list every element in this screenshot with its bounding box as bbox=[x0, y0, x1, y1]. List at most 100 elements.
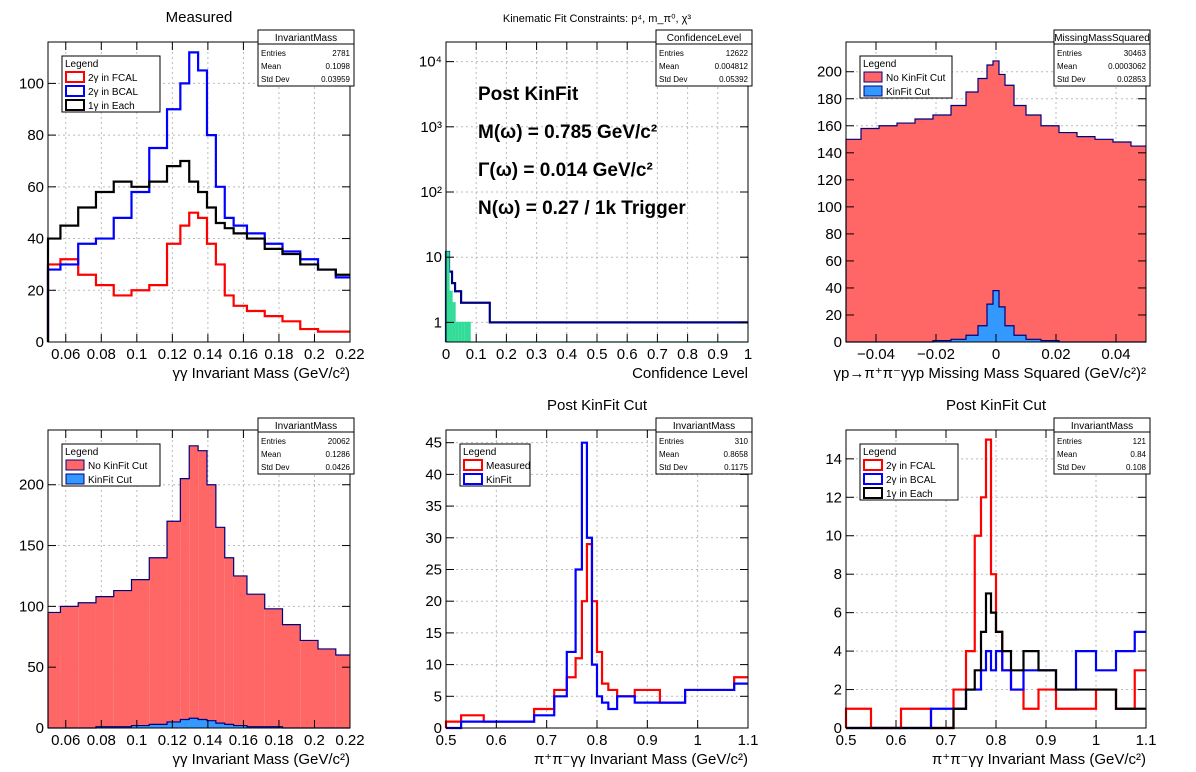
histogram-bar bbox=[335, 655, 350, 728]
stats-entries-label: Entries bbox=[1057, 49, 1082, 58]
stats-std: 0.05392 bbox=[719, 75, 748, 84]
x-tick-label: 0.22 bbox=[335, 732, 364, 749]
histogram-bar bbox=[198, 719, 207, 728]
histogram-bar bbox=[1014, 335, 1026, 342]
chart-title: Post KinFit Cut bbox=[946, 397, 1047, 414]
chart-title: Measured bbox=[166, 9, 233, 26]
x-tick-label: 0.1 bbox=[126, 346, 147, 363]
x-tick-label: 0.14 bbox=[193, 732, 222, 749]
histogram-bar bbox=[264, 608, 283, 728]
x-tick-label: 0.5 bbox=[836, 732, 857, 749]
legend: Legend 2γ in FCAL 2γ in BCAL 1γ in Each bbox=[859, 443, 959, 501]
series-outline bbox=[48, 717, 350, 729]
stats-name: MissingMassSquared bbox=[1054, 33, 1150, 44]
histogram-bar bbox=[1113, 142, 1131, 342]
series-line bbox=[46, 159, 350, 342]
stats-frame bbox=[655, 417, 753, 475]
stats-entries-label: Entries bbox=[659, 437, 684, 446]
histogram-bar bbox=[215, 527, 225, 728]
stats-frame bbox=[1053, 29, 1151, 87]
y-tick-label: 40 bbox=[27, 231, 44, 248]
stats-std-label: Std Dev bbox=[1057, 463, 1085, 472]
legend: Legend No KinFit Cut KinFit Cut bbox=[859, 55, 953, 99]
histogram-bar bbox=[933, 340, 951, 342]
histogram-bar bbox=[461, 322, 465, 342]
legend-swatch bbox=[863, 85, 883, 97]
x-axis-label: π⁺π⁻γγ Invariant Mass (GeV/c²) bbox=[534, 751, 748, 768]
y-tick-label: 160 bbox=[817, 118, 842, 135]
stats-mean: 0.8658 bbox=[724, 450, 749, 459]
annotation-text: Γ(ω) = 0.014 GeV/c² bbox=[478, 160, 653, 181]
legend-swatch bbox=[863, 487, 883, 499]
legend-label: 2γ in FCAL bbox=[886, 461, 936, 472]
stats-entries-label: Entries bbox=[261, 49, 286, 58]
histogram-bar bbox=[915, 119, 933, 342]
y-tick-label: 100 bbox=[817, 199, 842, 216]
histogram-bar bbox=[167, 521, 181, 728]
y-tick-label: 10 bbox=[825, 528, 842, 545]
x-tick-label: 0.1 bbox=[466, 346, 487, 363]
histogram-bar bbox=[951, 339, 966, 342]
y-tick-label: 180 bbox=[817, 91, 842, 108]
stats-entries: 121 bbox=[1133, 437, 1147, 446]
histogram-bar bbox=[206, 720, 216, 728]
series-outline bbox=[47, 445, 350, 728]
series-line bbox=[446, 441, 748, 730]
stats-name: InvariantMass bbox=[275, 33, 337, 44]
x-tick-label: 1 bbox=[693, 732, 701, 749]
legend-label: KinFit Cut bbox=[88, 475, 132, 486]
histogram-bar bbox=[78, 602, 96, 728]
legend-label: 2γ in BCAL bbox=[88, 87, 138, 98]
x-tick-label: 0.18 bbox=[264, 346, 293, 363]
x-tick-label: 0.8 bbox=[986, 732, 1007, 749]
x-tick-label: 0.2 bbox=[304, 346, 325, 363]
histogram-bar bbox=[1005, 325, 1014, 342]
legend-swatch bbox=[65, 99, 85, 111]
x-tick-label: 0.9 bbox=[1036, 732, 1057, 749]
y-tick-label: 6 bbox=[834, 605, 842, 622]
stats-frame bbox=[257, 417, 355, 475]
histogram-bar bbox=[264, 726, 283, 728]
y-tick-label: 20 bbox=[425, 593, 442, 610]
stats-box: MissingMassSquared Entries 30463 Mean 0.0003… bbox=[1053, 29, 1151, 87]
histogram-bar bbox=[113, 590, 132, 728]
histogram-bar bbox=[458, 322, 462, 342]
histogram-bar bbox=[131, 579, 150, 728]
y-tick-label: 10 bbox=[425, 249, 442, 266]
x-tick-label: 0.9 bbox=[707, 346, 728, 363]
stats-mean-label: Mean bbox=[659, 62, 679, 71]
x-tick-label: −0.02 bbox=[917, 346, 955, 363]
y-tick-label: 60 bbox=[27, 179, 44, 196]
stats-box: ConfidenceLevel Entries 12622 Mean 0.004812 S… bbox=[655, 29, 753, 87]
stats-std-label: Std Dev bbox=[1057, 75, 1085, 84]
histogram-bar bbox=[966, 335, 978, 342]
histogram-bar bbox=[48, 612, 61, 728]
y-tick-label: 50 bbox=[27, 659, 44, 676]
legend-swatch bbox=[863, 459, 883, 471]
x-tick-label: 1.1 bbox=[738, 732, 759, 749]
legend-label: 2γ in BCAL bbox=[886, 475, 936, 486]
y-tick-label: 12 bbox=[825, 489, 842, 506]
histogram-bar bbox=[987, 64, 993, 343]
histogram-bar bbox=[318, 648, 336, 728]
y-tick-label: 200 bbox=[19, 477, 44, 494]
stats-mean-label: Mean bbox=[1057, 62, 1077, 71]
histogram-bar bbox=[113, 726, 132, 728]
histogram-bar bbox=[233, 725, 247, 728]
legend-swatch bbox=[863, 473, 883, 485]
y-tick-label: 14 bbox=[825, 451, 842, 468]
x-tick-label: 0.3 bbox=[526, 346, 547, 363]
histogram-bar bbox=[198, 450, 207, 728]
legend: Legend No KinFit Cut KinFit Cut bbox=[61, 443, 161, 487]
annotation-text: N(ω) = 0.27 / 1k Trigger bbox=[478, 198, 686, 219]
x-tick-label: 1.1 bbox=[1136, 732, 1157, 749]
chart-panel-3: −0.04 −0.02 0 0.02 0.04 0 20 40 60 80 100 120 140 160… bbox=[817, 29, 1151, 382]
x-tick-label: 0.6 bbox=[486, 732, 507, 749]
y-tick-label: 2 bbox=[834, 682, 842, 699]
x-tick-label: 0.5 bbox=[587, 346, 608, 363]
histogram-bar bbox=[993, 290, 999, 342]
y-tick-label: 1 bbox=[434, 314, 442, 331]
x-axis-label: Confidence Level bbox=[632, 365, 748, 382]
x-tick-label: 0.2 bbox=[304, 732, 325, 749]
y-tick-label: 8 bbox=[834, 566, 842, 583]
